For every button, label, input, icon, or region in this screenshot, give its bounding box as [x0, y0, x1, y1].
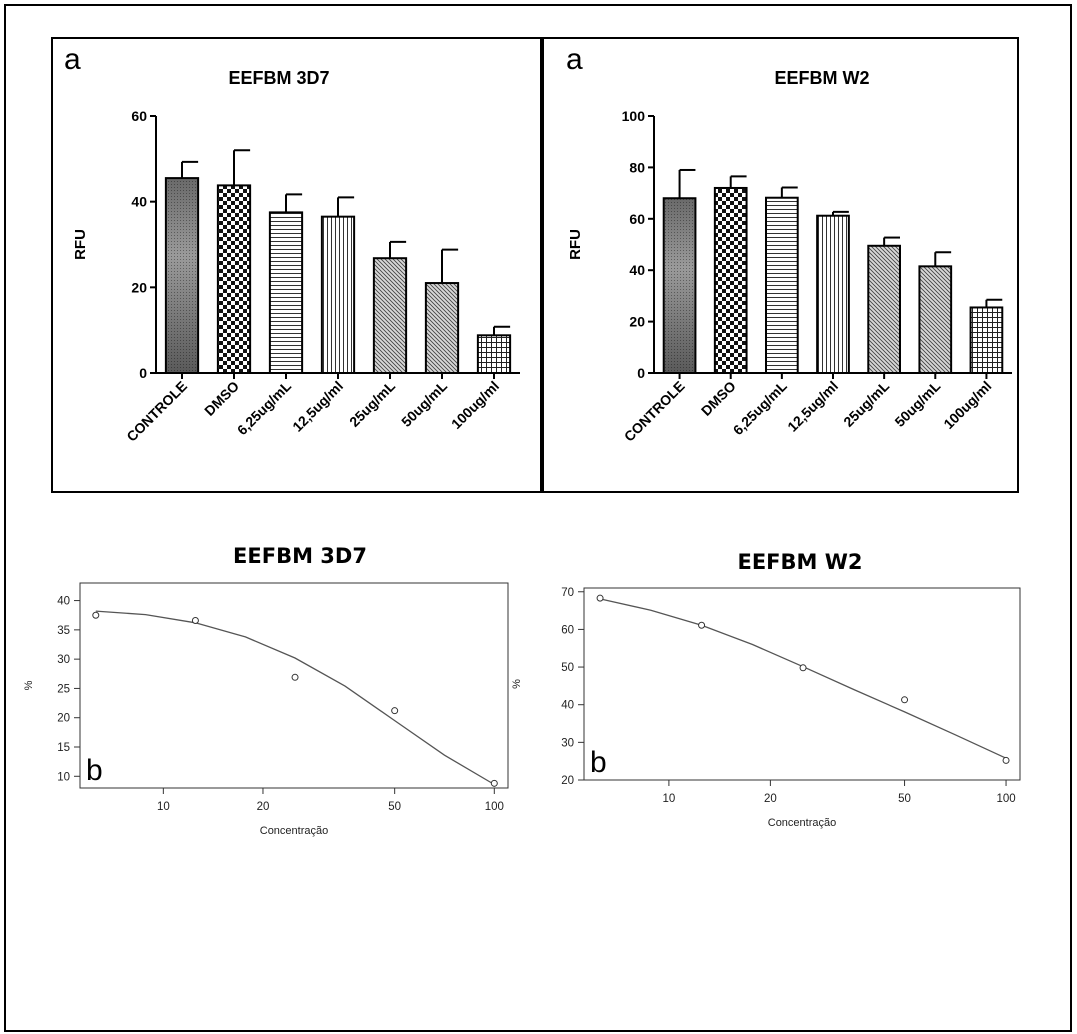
- data-point: [191, 616, 199, 624]
- y-tick-label: 60: [131, 108, 147, 124]
- x-tick-label: 6,25ug/mL: [234, 377, 295, 438]
- y-tick-label: 40: [561, 700, 574, 712]
- bar: [766, 197, 798, 373]
- x-tick-label: 50ug/mL: [398, 377, 450, 429]
- x-tick-label: 25ug/mL: [840, 377, 892, 429]
- bar: [217, 185, 251, 373]
- bar: [970, 307, 1003, 373]
- x-tick-label: 100: [485, 801, 504, 813]
- x-tick-label: 10: [157, 801, 170, 813]
- panel-frame: [51, 37, 542, 493]
- bar-texture: [165, 178, 199, 373]
- line-chart-w2-title: EEFBM W2: [737, 550, 863, 574]
- x-axis-label: Concentração: [768, 817, 837, 829]
- bar-chart-w2: a EEFBM W2 0 20 40 60 80 100 RFU CONTROLE DMSO6,25…: [542, 37, 1019, 493]
- data-point: [596, 594, 604, 602]
- y-tick-label: 100: [622, 108, 646, 124]
- chart-title: EEFBM W2: [774, 68, 869, 88]
- line-chart-3d7-title: EEFBM 3D7: [233, 544, 367, 568]
- x-tick-label: DMSO: [698, 378, 739, 419]
- bar: [477, 335, 511, 373]
- panel-letter: a: [64, 43, 81, 76]
- x-tick-label: 50: [388, 801, 401, 813]
- x-tick-label: 100ug/ml: [448, 378, 502, 432]
- x-tick-label: DMSO: [201, 378, 242, 419]
- data-point: [901, 696, 909, 704]
- panel-letter: a: [566, 43, 583, 76]
- y-tick-label: 50: [561, 662, 574, 674]
- x-tick-label: 100ug/ml: [940, 378, 994, 432]
- y-tick-label: 20: [131, 279, 147, 295]
- bar: [373, 258, 407, 373]
- y-tick-label: 10: [57, 771, 70, 783]
- x-tick-label: 50ug/mL: [891, 377, 943, 429]
- x-tick-label: 20: [257, 801, 270, 813]
- x-tick-label: 20: [764, 793, 777, 805]
- figure-frame: [4, 4, 1072, 1032]
- x-tick-label: 10: [662, 793, 675, 805]
- line-chart-w2: 20 30 40 50 60 70 10 20 50 100 Concentração% b: [511, 587, 1021, 829]
- plot-box: [79, 582, 509, 789]
- line-chart-3d7: 10 15 20 25 30 35 40 10 20 50 100 Concentração% b: [23, 582, 509, 837]
- fit-curve: [95, 610, 495, 786]
- data-point: [1002, 756, 1010, 764]
- y-axis-label: %: [23, 680, 35, 690]
- y-tick-label: 20: [57, 713, 70, 725]
- data-point: [291, 673, 299, 681]
- bar-chart-3d7: a EEFBM 3D7 0 20 40 60 RFU CONTROLE DMSO6,25ug/m…: [51, 37, 542, 493]
- bar: [714, 187, 747, 373]
- x-tick-label: 100: [996, 793, 1015, 805]
- x-tick-label: 12,5ug/ml: [289, 378, 346, 435]
- y-tick-label: 30: [561, 737, 574, 749]
- fit-curve: [599, 598, 1007, 759]
- y-tick-label: 0: [139, 365, 147, 381]
- data-point: [391, 707, 399, 715]
- panel-letter: b: [86, 754, 103, 787]
- plot-box: [583, 587, 1021, 781]
- x-tick-label: CONTROLE: [621, 378, 688, 445]
- x-tick-label: 6,25ug/mL: [730, 377, 791, 438]
- bar: [868, 245, 900, 373]
- bar: [425, 283, 459, 373]
- y-tick-label: 20: [561, 775, 574, 787]
- x-tick-label: CONTROLE: [123, 378, 190, 445]
- y-tick-label: 40: [57, 596, 70, 608]
- bar-texture: [663, 198, 696, 373]
- y-tick-label: 80: [629, 159, 645, 175]
- panel-frame: [542, 37, 1019, 493]
- y-tick-label: 60: [629, 211, 645, 227]
- y-axis-label: RFU: [72, 229, 89, 260]
- x-tick-label: 12,5ug/ml: [784, 378, 841, 435]
- data-point: [799, 664, 807, 672]
- y-axis-label: %: [511, 679, 523, 689]
- y-tick-label: 0: [637, 365, 645, 381]
- y-tick-label: 15: [57, 742, 70, 754]
- x-tick-label: 50: [898, 793, 911, 805]
- y-tick-label: 25: [57, 683, 70, 695]
- bar: [919, 266, 952, 373]
- x-axis-label: Concentração: [260, 825, 329, 837]
- y-tick-label: 30: [57, 654, 70, 666]
- bar: [269, 212, 303, 373]
- y-tick-label: 60: [561, 624, 574, 636]
- data-point: [490, 779, 498, 787]
- bar: [321, 216, 355, 373]
- y-tick-label: 70: [561, 587, 574, 599]
- y-axis-label: RFU: [567, 229, 584, 260]
- x-tick-label: 25ug/mL: [346, 377, 398, 429]
- data-point: [698, 621, 706, 629]
- y-tick-label: 20: [629, 314, 645, 330]
- y-tick-label: 40: [629, 262, 645, 278]
- y-tick-label: 35: [57, 625, 70, 637]
- y-tick-label: 40: [131, 194, 147, 210]
- chart-title: EEFBM 3D7: [228, 68, 329, 88]
- panel-letter: b: [590, 746, 607, 779]
- data-point: [92, 611, 100, 619]
- bar: [817, 215, 849, 373]
